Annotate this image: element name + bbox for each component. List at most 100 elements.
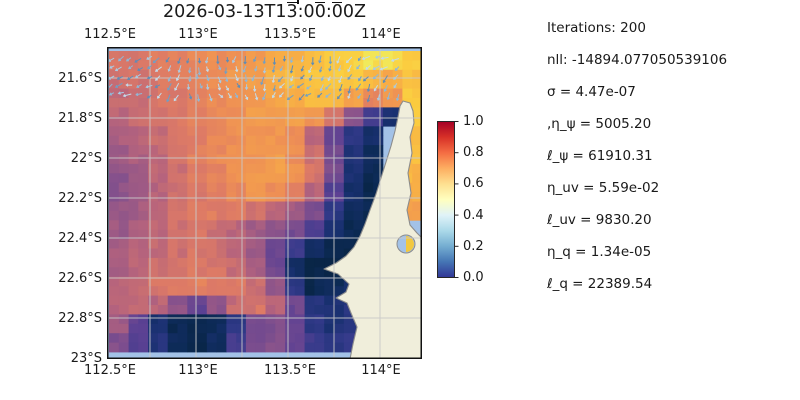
quiver-arrow: [154, 66, 162, 72]
quiver-arrow: [254, 93, 259, 101]
heatmap-cell: [334, 210, 345, 221]
heatmap-cell: [197, 286, 208, 296]
heatmap-cell: [285, 173, 296, 184]
heatmap-cell: [353, 154, 364, 165]
heatmap-cell: [255, 276, 266, 287]
heatmap-cell: [128, 98, 139, 108]
title-segment: 2026-03-13T1: [162, 2, 287, 22]
heatmap-cell: [392, 88, 403, 99]
quiver-arrow: [386, 92, 391, 101]
heatmap-cell: [373, 107, 384, 118]
heatmap-cell: [177, 60, 188, 71]
heatmap-cell: [236, 145, 247, 155]
heatmap-cell: [197, 182, 208, 193]
quiver-arrow: [271, 65, 276, 73]
heatmap-cell: [314, 295, 325, 306]
heatmap-cell: [255, 116, 266, 127]
heatmap-cell: [167, 267, 178, 278]
heatmap-cell: [304, 182, 315, 193]
heatmap-cell: [216, 79, 227, 89]
heatmap-cell: [206, 229, 217, 240]
heatmap-cell: [314, 69, 325, 80]
heatmap-cell: [216, 135, 227, 146]
quiver-arrow: [380, 56, 389, 60]
heatmap-cell: [255, 295, 266, 306]
heatmap-cell: [294, 126, 305, 137]
heatmap-cell: [245, 116, 257, 127]
figure-title: 2026-03-13T13:00:00Z: [107, 2, 422, 22]
heatmap-cell: [138, 342, 149, 353]
heatmap-cell: [285, 229, 296, 240]
heatmap-cell: [197, 98, 208, 108]
heatmap-cell: [245, 154, 257, 165]
heatmap-cell: [118, 173, 129, 184]
x-tick-label: 113°E: [178, 363, 218, 378]
heatmap-cell: [275, 229, 286, 240]
heatmap-cell: [314, 154, 325, 165]
heatmap-cell: [226, 51, 237, 61]
heatmap-cell: [265, 163, 276, 174]
quiver-arrow: [155, 75, 161, 81]
heatmap-cell: [236, 79, 247, 89]
heatmap-cell: [353, 69, 364, 80]
heatmap-cell: [245, 220, 257, 231]
heatmap-cell: [177, 107, 188, 118]
heatmap-cell: [138, 116, 149, 127]
heatmap-cell: [109, 276, 120, 287]
heatmap-cell: [167, 135, 178, 146]
quiver-arrow: [366, 83, 371, 93]
quiver-arrow: [216, 55, 220, 65]
heatmap-cell: [304, 295, 315, 306]
heatmap-cell: [138, 107, 149, 118]
heatmap-cell: [324, 135, 335, 146]
heatmap-cell: [187, 107, 198, 118]
quiver-arrow: [242, 65, 247, 73]
heatmap-cell: [363, 145, 374, 155]
heatmap-cell: [206, 257, 217, 268]
quiver-arrow: [262, 84, 267, 92]
quiver-arrow: [126, 57, 132, 62]
heatmap-cell: [148, 116, 159, 127]
quiver-arrow: [376, 94, 381, 101]
quiver-arrow: [254, 66, 258, 72]
heatmap-cell: [353, 145, 364, 155]
quiver-arrow: [108, 92, 115, 96]
heatmap-cell: [353, 229, 364, 240]
heatmap-cell: [265, 267, 276, 278]
quiver-arrow: [125, 83, 133, 87]
heatmap-cell: [206, 163, 217, 174]
heatmap-cell: [197, 88, 208, 99]
heatmap-cell: [148, 88, 159, 99]
heatmap-cell: [324, 51, 335, 61]
heatmap-cell: [197, 69, 208, 80]
quiver-arrow: [271, 75, 276, 84]
heatmap-cell: [343, 69, 354, 80]
heatmap-cell: [245, 305, 257, 315]
quiver-arrow: [279, 92, 284, 98]
heatmap-cell: [187, 126, 198, 137]
heatmap-cell: [138, 192, 149, 202]
heatmap-cell: [118, 116, 129, 127]
heatmap-cell: [206, 276, 217, 287]
heatmap-cell: [324, 163, 335, 174]
heatmap-cell: [285, 342, 296, 353]
heatmap-cell: [265, 239, 276, 249]
heatmap-cell: [118, 98, 129, 108]
heatmap-cell: [285, 98, 296, 108]
heatmap-cell: [128, 126, 139, 137]
heatmap-cell: [187, 267, 198, 278]
heatmap-cell: [226, 201, 237, 212]
heatmap-cell: [265, 60, 276, 71]
heatmap-cell: [236, 248, 247, 259]
heatmap-cell: [265, 257, 276, 268]
heatmap-cell: [226, 276, 237, 287]
heatmap-cell: [324, 276, 335, 287]
heatmap-cell: [236, 201, 247, 212]
heatmap-cell: [167, 51, 178, 61]
heatmap-cell: [314, 107, 325, 118]
heatmap-cell: [197, 295, 208, 306]
heatmap-cell: [236, 51, 247, 61]
quiver-arrow: [147, 65, 153, 70]
heatmap-cell: [167, 145, 178, 155]
quiver-arrow: [347, 64, 352, 73]
